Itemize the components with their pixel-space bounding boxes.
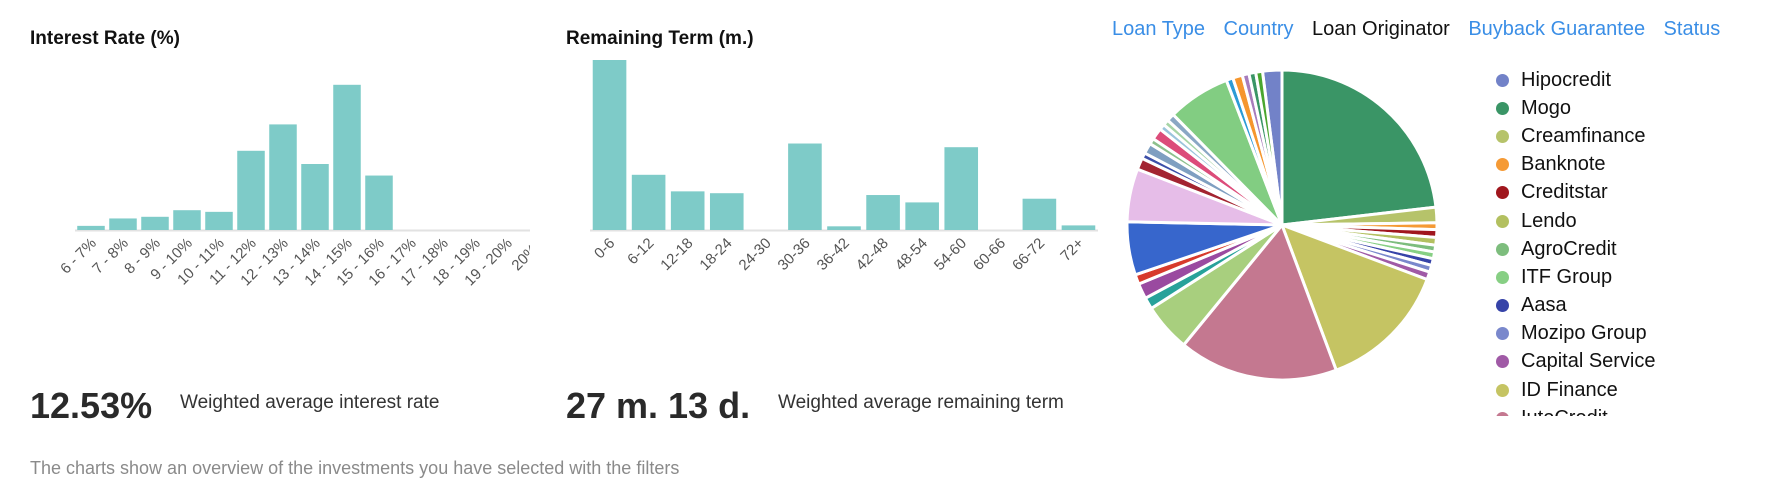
legend-item[interactable]: Lendo [1494, 207, 1764, 235]
bar[interactable] [173, 210, 201, 230]
legend-dot [1496, 299, 1509, 313]
tab-loan-originator[interactable]: Loan Originator [1311, 18, 1450, 40]
x-tick-label: 0-6 [591, 235, 618, 262]
legend-label: Aasa [1521, 294, 1567, 317]
legend-dot [1496, 186, 1509, 200]
pie-slice[interactable] [1279, 222, 1430, 373]
tab-loan-type[interactable]: Loan Type [1112, 18, 1206, 40]
bar[interactable] [670, 191, 705, 230]
x-tick-label: 48-54 [892, 235, 931, 274]
tab-buyback-guarantee[interactable]: Buyback Guarantee [1468, 18, 1646, 40]
legend-label: Hipocredit [1521, 68, 1612, 91]
x-tick-label: 60-66 [970, 235, 1009, 274]
bar[interactable] [1022, 198, 1057, 230]
legend-item[interactable]: Creditstar [1494, 179, 1764, 207]
term-average-caption: Weighted average remaining term [778, 392, 1064, 413]
x-tick-label: 12-18 [657, 235, 696, 274]
bar[interactable] [788, 143, 822, 230]
legend-label: AgroCredit [1521, 237, 1617, 260]
bar[interactable] [205, 211, 233, 230]
x-tick-label: 72+ [1057, 235, 1087, 265]
legend-item[interactable]: IuteCredit [1494, 404, 1764, 416]
legend-item[interactable]: Creamfinance [1494, 122, 1764, 150]
remaining-term-chart: 0-6 6-12 12-18 18-24 24-30 30-36 36-42 42-48 48-… [590, 60, 1098, 274]
legend-dot [1496, 158, 1509, 172]
bar[interactable] [1061, 225, 1096, 230]
legend-dot [1496, 270, 1509, 284]
term-chart-title: Remaining Term (m.) [566, 28, 754, 49]
legend-dot [1496, 129, 1509, 143]
x-tick-label: 18-24 [696, 235, 735, 274]
bar[interactable] [944, 147, 979, 230]
x-tick-label: 42-48 [853, 235, 892, 274]
legend-item[interactable]: ITF Group [1494, 263, 1764, 291]
legend-dot [1496, 411, 1509, 416]
tab-country[interactable]: Country [1223, 18, 1294, 40]
legend-label: Creamfinance [1521, 124, 1646, 147]
x-tick-label: 6-12 [624, 235, 657, 268]
legend-label: ITF Group [1521, 265, 1613, 288]
legend-dot [1496, 73, 1509, 87]
legend-label: Creditstar [1521, 181, 1608, 204]
bar[interactable] [709, 193, 744, 230]
legend-item[interactable]: Capital Service [1494, 348, 1764, 376]
bar[interactable] [269, 124, 297, 230]
pie-slice[interactable] [1253, 69, 1284, 226]
legend-label: Mozipo Group [1521, 322, 1647, 345]
legend-item[interactable]: Banknote [1494, 151, 1764, 179]
legend-dot [1496, 214, 1509, 228]
bar[interactable] [109, 218, 137, 230]
loan-originator-pie-chart [1125, 68, 1439, 382]
footer-note: The charts show an overview of the inves… [30, 458, 680, 478]
x-tick-label: 30-36 [775, 235, 814, 274]
bar[interactable] [866, 195, 900, 230]
legend-dot [1496, 327, 1509, 341]
legend-label: Capital Service [1521, 350, 1656, 373]
legend-label: Banknote [1521, 153, 1606, 176]
bar[interactable] [905, 202, 939, 230]
legend-label: Mogo [1521, 96, 1572, 119]
legend-item[interactable]: Hipocredit [1494, 66, 1764, 94]
legend-label: Lendo [1521, 209, 1577, 232]
pie-slice[interactable] [1280, 68, 1438, 227]
legend-dot [1496, 101, 1509, 115]
bar[interactable] [365, 175, 393, 230]
interest-chart-title: Interest Rate (%) [30, 28, 180, 49]
legend-dot [1496, 383, 1509, 397]
breakdown-tabs: Loan Type Country Loan Originator Buybac… [1112, 18, 1734, 48]
bar[interactable] [631, 174, 666, 230]
pie-slice[interactable] [1181, 222, 1339, 382]
interest-rate-chart: 6 - 7%7 - 8%8 - 9%9 - 10%10 - 11%11 - 12… [57, 84, 530, 289]
interest-average-caption: Weighted average interest rate [180, 392, 440, 413]
legend-item[interactable]: Mogo [1494, 94, 1764, 122]
interest-average-value: 12.53% [30, 385, 153, 426]
legend-label: ID Finance [1521, 378, 1618, 401]
bar[interactable] [333, 84, 361, 230]
legend-item[interactable]: Mozipo Group [1494, 320, 1764, 348]
pie-legend: Hipocredit Mogo Creamfinance Banknote Credit… [1494, 66, 1764, 416]
x-tick-label: 66-72 [1009, 235, 1048, 274]
tab-status[interactable]: Status [1663, 18, 1721, 40]
bar[interactable] [592, 60, 627, 230]
legend-item[interactable]: Aasa [1494, 292, 1764, 320]
bar[interactable] [141, 216, 169, 230]
bar[interactable] [827, 226, 861, 230]
legend-item[interactable]: AgroCredit [1494, 235, 1764, 263]
legend-item[interactable]: ID Finance [1494, 376, 1764, 404]
bar[interactable] [237, 150, 265, 230]
x-tick-label: 24-30 [736, 235, 775, 274]
bar[interactable] [301, 164, 329, 230]
legend-dot [1496, 355, 1509, 369]
x-tick-label: 54-60 [931, 235, 970, 274]
bar[interactable] [77, 225, 105, 230]
x-tick-label: 20%+ [508, 235, 530, 275]
legend-dot [1496, 242, 1509, 256]
x-tick-label: 36-42 [814, 235, 853, 274]
legend-label: IuteCredit [1521, 407, 1608, 416]
term-average-value: 27 m. 13 d. [566, 385, 751, 426]
